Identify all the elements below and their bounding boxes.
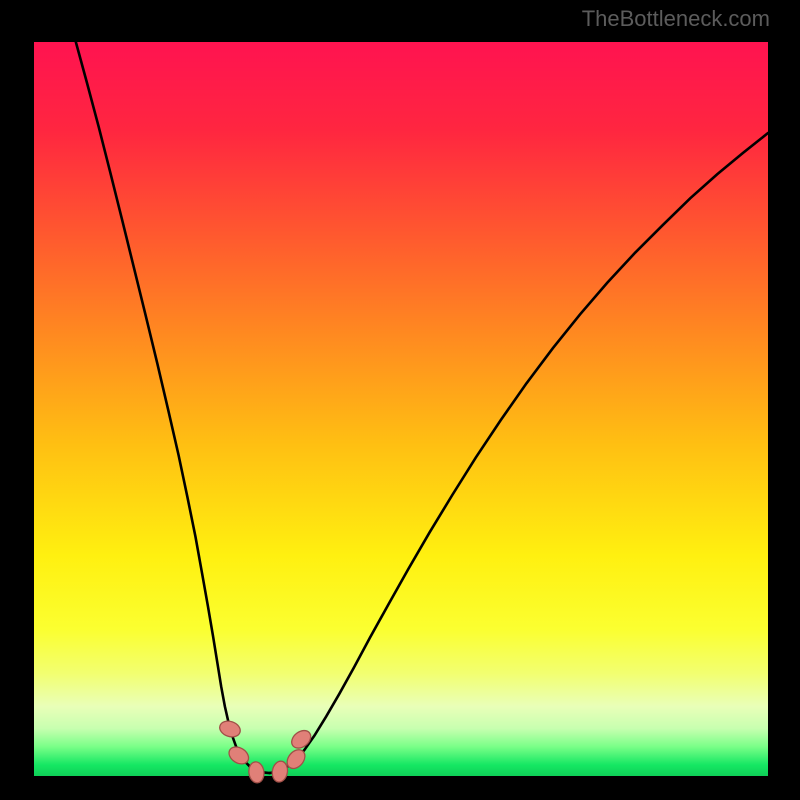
chart-canvas: TheBottleneck.com [0, 0, 800, 800]
attribution-text: TheBottleneck.com [582, 6, 770, 32]
plot-area [34, 42, 768, 776]
chart-svg [34, 42, 768, 776]
gradient-background [34, 42, 768, 776]
